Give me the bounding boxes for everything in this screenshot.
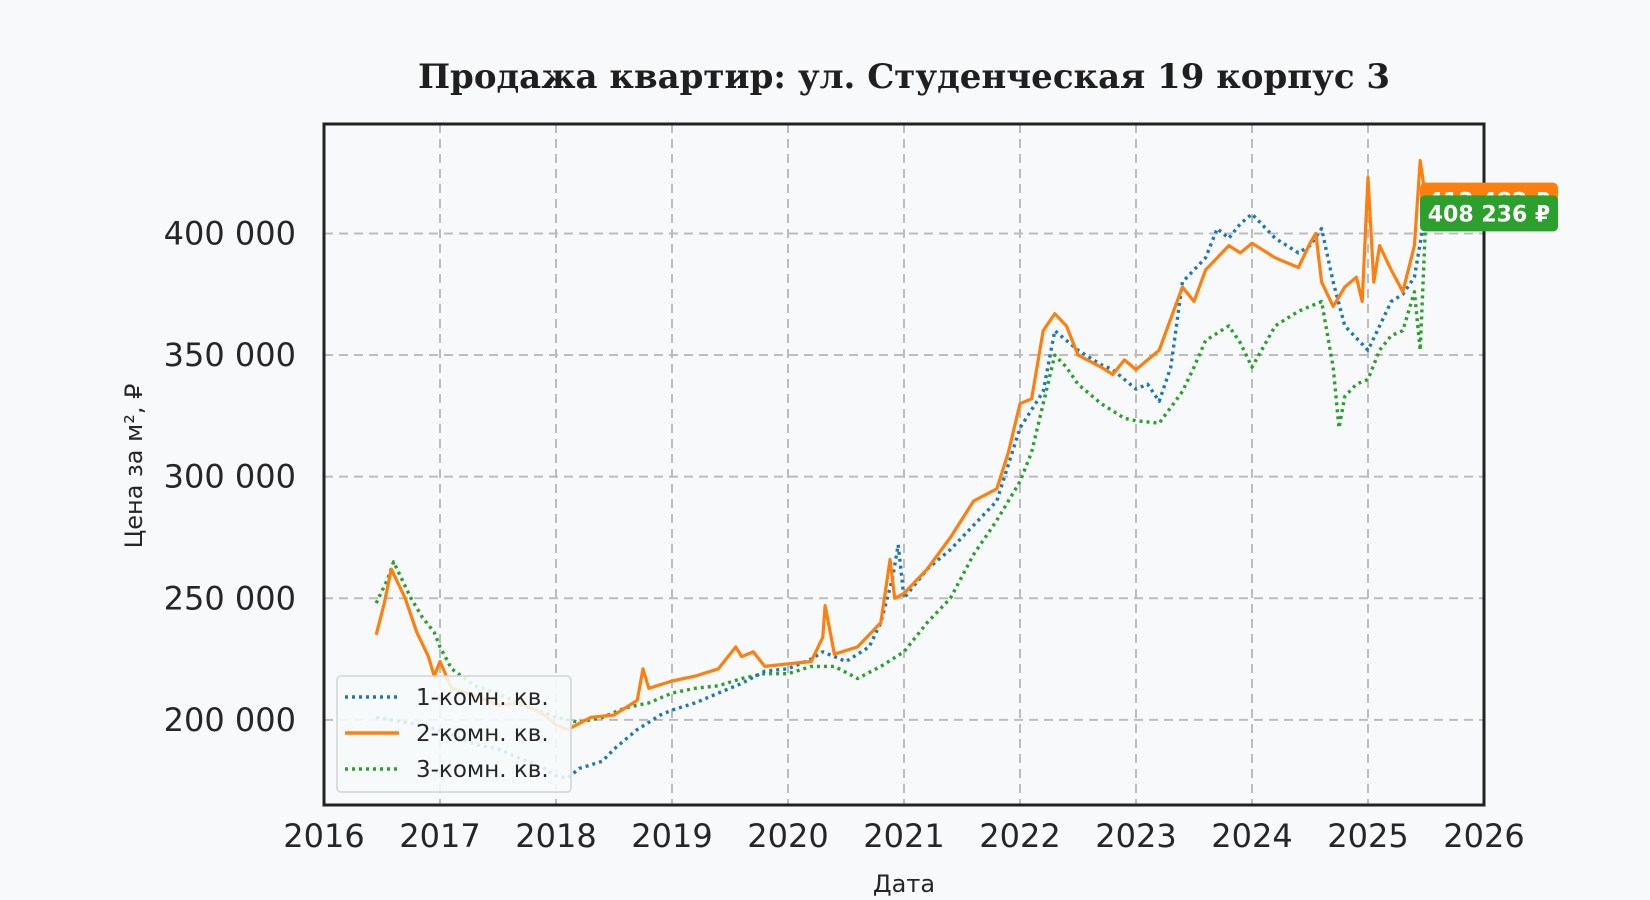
legend: 1-комн. кв. 2-комн. кв. 3-комн. кв. <box>336 675 572 793</box>
y-tick-label: 400 000 <box>164 214 296 252</box>
legend-box <box>336 675 572 793</box>
x-tick-label: 2016 <box>283 817 364 855</box>
plot-frame <box>322 122 1486 807</box>
legend-label-1: 1-комн. кв. <box>416 685 549 711</box>
x-tick-label: 2022 <box>979 817 1060 855</box>
legend-label-3: 3-комн. кв. <box>416 757 549 783</box>
x-tick-label: 2018 <box>515 817 596 855</box>
tick-labels: 2016 2017 2018 2019 2020 2021 2022 2023 2024 2025… <box>164 214 1525 855</box>
x-tick-label: 2017 <box>399 817 480 855</box>
y-tick-label: 250 000 <box>164 579 296 617</box>
x-tick-label: 2021 <box>863 817 944 855</box>
y-axis-label: Цена за м², ₽ <box>120 384 148 549</box>
series-line-2 <box>374 158 1428 732</box>
x-tick-label: 2019 <box>631 817 712 855</box>
x-tick-label: 2025 <box>1327 817 1408 855</box>
y-tick-label: 300 000 <box>164 458 296 496</box>
grid-lines <box>323 124 1485 805</box>
end-badge-label: 408 236 ₽ <box>1428 202 1550 227</box>
series-line-3 <box>374 213 1428 724</box>
legend-label-2: 2-комн. кв. <box>416 721 549 747</box>
end-badge-2 <box>1420 195 1558 232</box>
x-axis-label: Дата <box>873 870 935 898</box>
end-value-badges: 413 482 ₽408 236 ₽ <box>1420 182 1558 232</box>
x-tick-label: 2020 <box>747 817 828 855</box>
y-tick-label: 350 000 <box>164 336 296 374</box>
x-tick-label: 2024 <box>1211 817 1292 855</box>
chart-title: Продажа квартир: ул. Студенческая 19 кор… <box>418 57 1390 97</box>
x-tick-label: 2023 <box>1095 817 1176 855</box>
x-tick-label: 2026 <box>1443 817 1524 855</box>
y-tick-label: 200 000 <box>164 701 296 739</box>
